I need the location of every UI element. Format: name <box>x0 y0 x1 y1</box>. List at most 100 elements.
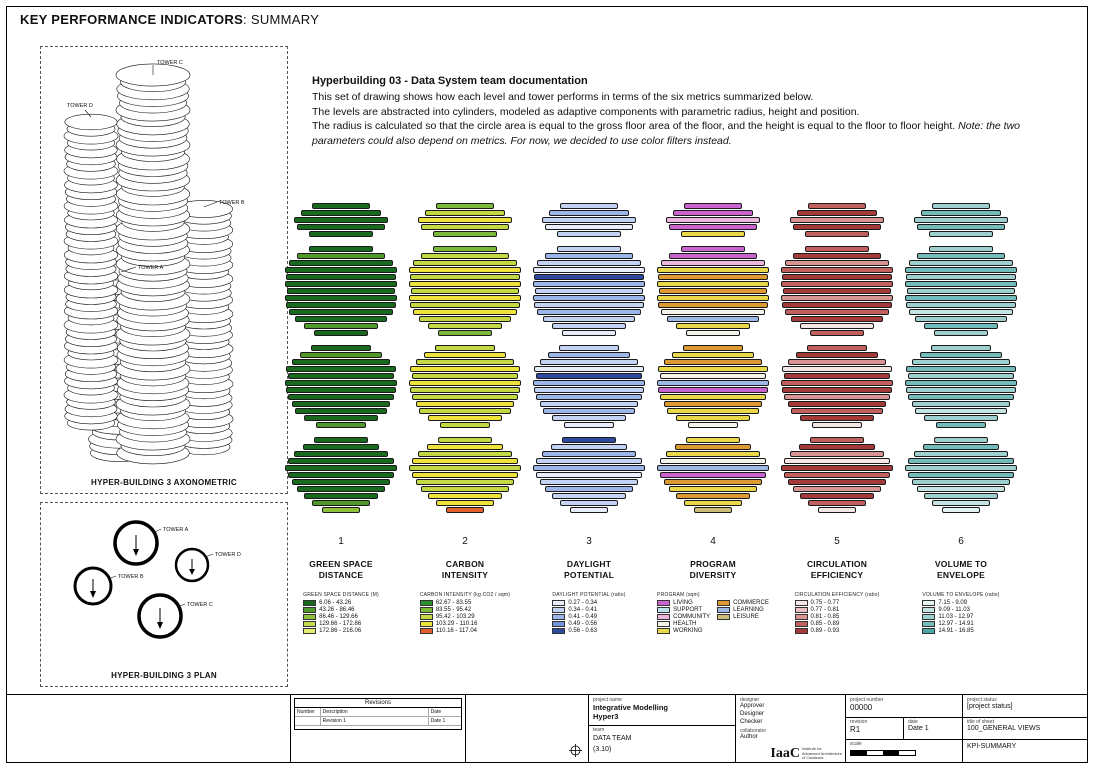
plan-drawing: TOWER A TOWER D TOWER B TOWER C <box>73 520 241 639</box>
level-disk <box>807 203 867 209</box>
axon-tower <box>115 63 191 465</box>
level-disk <box>924 415 998 421</box>
date-label: date <box>908 719 918 725</box>
level-disk <box>541 217 637 223</box>
legend-value: WORKING <box>673 627 703 634</box>
level-disk <box>411 288 519 294</box>
kpi-legend-row: LEISURE <box>717 613 769 620</box>
level-disk <box>569 507 609 513</box>
level-disk <box>286 302 396 308</box>
level-disk <box>683 203 743 209</box>
plan-tower-c-label: TOWER C <box>187 602 213 608</box>
kpi-legend: PROGRAM (sqm) LIVING SUPPORT COMMUNITY HEALT… <box>657 592 769 635</box>
level-disk <box>412 373 518 379</box>
level-disk <box>905 267 1017 273</box>
level-disk <box>289 309 393 315</box>
iaac-logo: IaaC Institute for Advanced Architecture… <box>770 747 842 761</box>
designer-label: designer <box>740 697 760 703</box>
level-disk <box>658 387 768 393</box>
level-disk <box>552 415 626 421</box>
level-disk <box>659 288 767 294</box>
level-disk <box>286 387 396 393</box>
level-disk <box>293 451 389 457</box>
legend-value: 12.97 - 14.91 <box>938 620 974 627</box>
approver-name: Approver <box>740 703 765 709</box>
kpi-legend-row: 0.77 - 0.81 <box>794 606 839 613</box>
title-block-revisions-cell: Revisions Number Description Date Revisi… <box>290 695 465 763</box>
north-target-icon <box>569 744 582 757</box>
level-disk <box>423 352 507 358</box>
level-disk <box>413 309 517 315</box>
kpi-title: VOLUME TO ENVELOPE <box>934 559 988 581</box>
kpi-legend-column: 0.27 - 0.34 0.34 - 0.41 0.41 - 0.49 0.49 - … <box>552 599 597 635</box>
legend-swatch <box>552 606 566 613</box>
legend-swatch <box>794 620 808 627</box>
level-disk <box>537 260 641 266</box>
legend-swatch <box>794 599 808 606</box>
level-disk <box>660 373 766 379</box>
sheet-title-label: title of sheet <box>967 719 994 725</box>
level-disk <box>908 458 1014 464</box>
kpi-legend-row: 9.09 - 11.03 <box>922 606 973 613</box>
legend-value: 83.55 - 95.42 <box>435 606 472 613</box>
level-disk <box>658 366 768 372</box>
legend-value: 0.81 - 0.85 <box>810 613 840 620</box>
level-disk <box>410 366 520 372</box>
legend-value: 6.06 - 43.26 <box>319 599 352 606</box>
level-disk <box>930 345 992 351</box>
level-disk <box>288 472 394 478</box>
level-disk <box>432 231 498 237</box>
legend-swatch <box>419 599 433 606</box>
legend-swatch <box>552 599 566 606</box>
legend-value: SUPPORT <box>673 606 703 613</box>
level-disk <box>686 330 740 336</box>
legend-swatch <box>657 606 671 613</box>
page-title-rest: : SUMMARY <box>243 12 320 27</box>
level-disk <box>936 422 986 428</box>
legend-swatch <box>419 620 433 627</box>
kpi-legend-header: DAYLIGHT POTENTIAL (ratio) <box>552 591 626 598</box>
level-stack <box>285 203 397 522</box>
kpi-legend-columns: 0.75 - 0.77 0.77 - 0.81 0.81 - 0.85 0.85 - … <box>794 599 880 635</box>
level-disk <box>428 415 502 421</box>
level-disk <box>310 345 372 351</box>
kpi-legend-row: 0.75 - 0.77 <box>794 599 839 606</box>
level-disk <box>806 345 868 351</box>
level-disk <box>913 451 1009 457</box>
level-disk <box>796 210 878 216</box>
level-disk <box>907 288 1015 294</box>
level-disk <box>661 309 765 315</box>
legend-value: 172.86 - 216.06 <box>319 627 362 634</box>
level-disk <box>548 210 630 216</box>
kpi-legend-column: 0.75 - 0.77 0.77 - 0.81 0.81 - 0.85 0.85 - … <box>794 599 840 635</box>
level-disk <box>785 260 889 266</box>
kpi-number: 5 <box>834 536 840 547</box>
level-disk <box>922 444 1000 450</box>
level-stack <box>533 203 645 522</box>
title-block-designer-cell: designer Approver Designer Checker colla… <box>735 695 845 763</box>
level-disk <box>552 323 626 329</box>
kpi-column-5: 5 CIRCULATION EFFICIENCY CIRCULATION EFFIC… <box>781 203 893 635</box>
level-disk <box>417 217 513 223</box>
level-disk <box>782 274 892 280</box>
title-block-project-number-cell: project number 00000 revision R1 date Da… <box>845 695 962 763</box>
level-disk <box>671 352 755 358</box>
kpi-legend-row: 95.42 - 103.29 <box>419 613 478 620</box>
kpi-legend-row: 11.03 - 12.97 <box>922 613 973 620</box>
tower-cluster <box>905 437 1017 513</box>
tower-cluster <box>409 437 521 513</box>
kpi-column-2: 2 CARBON INTENSITY CARBON INTENSITY (kg CO… <box>409 203 521 635</box>
level-disk <box>658 274 768 280</box>
legend-value: 0.85 - 0.89 <box>810 620 840 627</box>
level-disk <box>667 316 759 322</box>
page-title-bold: KEY PERFORMANCE INDICATORS <box>20 12 244 27</box>
legend-swatch <box>303 620 317 627</box>
level-disk <box>534 274 644 280</box>
level-disk <box>314 437 368 443</box>
designer-name: Designer <box>740 710 765 717</box>
kpi-legend: GREEN SPACE DISTANCE (M) 6.06 - 43.26 43.2… <box>303 592 379 635</box>
kpi-legend-row: 129.66 - 172.86 <box>303 620 361 627</box>
level-disk <box>412 458 518 464</box>
level-disk <box>552 493 626 499</box>
